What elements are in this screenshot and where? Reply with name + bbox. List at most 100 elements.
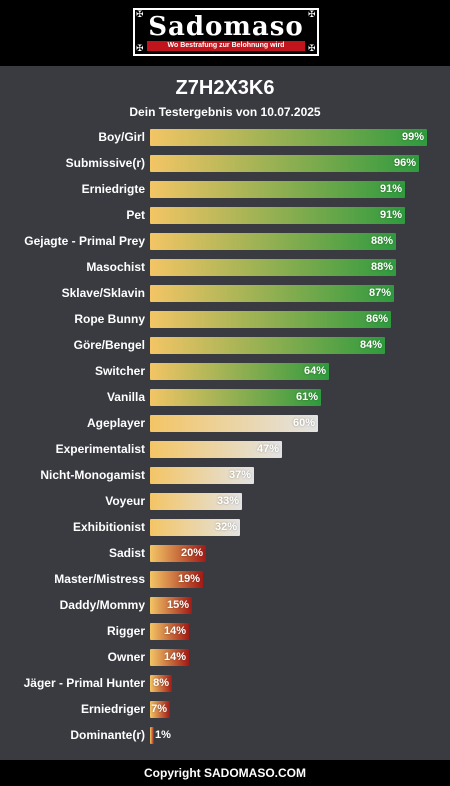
result-label: Erniedrigte	[81, 182, 145, 196]
result-row: Göre/Bengel 84%	[0, 336, 450, 354]
result-percent: 14%	[163, 651, 186, 663]
result-row: Master/Mistress 19%	[0, 570, 450, 588]
ornament-icon: ✠	[136, 44, 144, 54]
result-bar: 15%	[150, 597, 192, 614]
result-label: Göre/Bengel	[73, 338, 145, 352]
result-row: Sklave/Sklavin 87%	[0, 284, 450, 302]
result-percent: 96%	[393, 157, 416, 169]
result-code: Z7H2X3K6	[175, 77, 275, 99]
result-bar: 37%	[150, 467, 254, 484]
result-label: Ageplayer	[86, 416, 145, 430]
result-bar: 84%	[150, 337, 385, 354]
result-row: Jäger - Primal Hunter 8%	[0, 674, 450, 692]
result-percent: 88%	[370, 261, 393, 273]
result-subtitle: Dein Testergebnis von 10.07.2025	[129, 105, 321, 119]
ornament-icon: ✠	[308, 10, 316, 20]
ornament-icon: ✠	[308, 44, 316, 54]
result-label: Switcher	[94, 364, 145, 378]
result-percent: 33%	[216, 495, 239, 507]
result-percent: 47%	[256, 443, 279, 455]
result-row: Sadist 20%	[0, 544, 450, 562]
result-label: Sklave/Sklavin	[61, 286, 145, 300]
result-label: Daddy/Mommy	[59, 598, 145, 612]
result-percent: 19%	[177, 573, 200, 585]
result-label: Experimentalist	[55, 442, 145, 456]
sadomaso-logo[interactable]: ✠ ✠ ✠ ✠ Sadomaso Wo Bestrafung zur Beloh…	[133, 8, 319, 56]
result-bar: 96%	[150, 155, 419, 172]
result-label: Rope Bunny	[74, 312, 145, 326]
result-bar: 8%	[150, 675, 172, 692]
result-percent: 20%	[180, 547, 203, 559]
result-percent: 32%	[214, 521, 237, 533]
copyright-text: Copyright SADOMASO.COM	[144, 766, 306, 780]
result-bar: 20%	[150, 545, 206, 562]
result-bar: 14%	[150, 623, 189, 640]
result-percent: 88%	[370, 235, 393, 247]
result-bar: 19%	[150, 571, 203, 588]
result-bar: 86%	[150, 311, 391, 328]
result-bar: 64%	[150, 363, 329, 380]
result-row: Rigger 14%	[0, 622, 450, 640]
result-row: Pet 91%	[0, 206, 450, 224]
result-label: Pet	[126, 208, 145, 222]
result-row: Vanilla 61%	[0, 388, 450, 406]
result-row: Gejagte - Primal Prey 88%	[0, 232, 450, 250]
result-percent: 8%	[153, 677, 169, 689]
result-percent: 61%	[295, 391, 318, 403]
result-row: Erniedrigte 91%	[0, 180, 450, 198]
result-bar: 99%	[150, 129, 427, 146]
result-bar: 88%	[150, 233, 396, 250]
result-percent: 84%	[359, 339, 382, 351]
result-percent: 99%	[401, 131, 424, 143]
result-label: Jäger - Primal Hunter	[23, 676, 145, 690]
result-percent: 91%	[379, 183, 402, 195]
result-row: Owner 14%	[0, 648, 450, 666]
result-row: Voyeur 33%	[0, 492, 450, 510]
result-label: Owner	[107, 650, 145, 664]
result-label: Erniedriger	[80, 702, 145, 716]
result-label: Masochist	[86, 260, 145, 274]
footer: Copyright SADOMASO.COM	[0, 760, 450, 786]
result-label: Submissive(r)	[65, 156, 145, 170]
logo-wordmark: Sadomaso	[148, 12, 304, 42]
result-bar: 47%	[150, 441, 282, 458]
result-label: Master/Mistress	[54, 572, 145, 586]
logo-tagline: Wo Bestrafung zur Belohnung wird	[147, 41, 305, 51]
result-row: Boy/Girl 99%	[0, 128, 450, 146]
result-percent: 14%	[163, 625, 186, 637]
result-bar: 87%	[150, 285, 394, 302]
result-bar: 14%	[150, 649, 189, 666]
result-row: Experimentalist 47%	[0, 440, 450, 458]
result-label: Dominante(r)	[70, 728, 145, 742]
result-percent: 60%	[292, 417, 315, 429]
result-bar: 61%	[150, 389, 321, 406]
site-header: ✠ ✠ ✠ ✠ Sadomaso Wo Bestrafung zur Beloh…	[0, 0, 450, 66]
result-label: Exhibitionist	[73, 520, 145, 534]
result-bar: 1%	[150, 727, 171, 744]
result-row: Exhibitionist 32%	[0, 518, 450, 536]
result-bar: 88%	[150, 259, 396, 276]
result-percent: 87%	[368, 287, 391, 299]
result-bar: 60%	[150, 415, 318, 432]
result-percent: 7%	[151, 703, 167, 715]
result-bar: 7%	[150, 701, 170, 718]
result-row: Ageplayer 60%	[0, 414, 450, 432]
result-row: Rope Bunny 86%	[0, 310, 450, 328]
result-percent: 64%	[303, 365, 326, 377]
result-percent: 1%	[155, 729, 171, 741]
result-label: Boy/Girl	[98, 130, 145, 144]
result-label: Gejagte - Primal Prey	[24, 234, 145, 248]
result-label: Sadist	[108, 546, 145, 560]
result-bar: 91%	[150, 181, 405, 198]
result-label: Nicht-Monogamist	[40, 468, 145, 482]
result-row: Submissive(r) 96%	[0, 154, 450, 172]
result-row: Switcher 64%	[0, 362, 450, 380]
result-percent: 37%	[228, 469, 251, 481]
result-bar: 91%	[150, 207, 405, 224]
result-bar: 33%	[150, 493, 242, 510]
result-row: Nicht-Monogamist 37%	[0, 466, 450, 484]
result-percent: 86%	[365, 313, 388, 325]
result-percent: 15%	[166, 599, 189, 611]
result-label: Voyeur	[105, 494, 145, 508]
result-row: Erniedriger 7%	[0, 700, 450, 718]
